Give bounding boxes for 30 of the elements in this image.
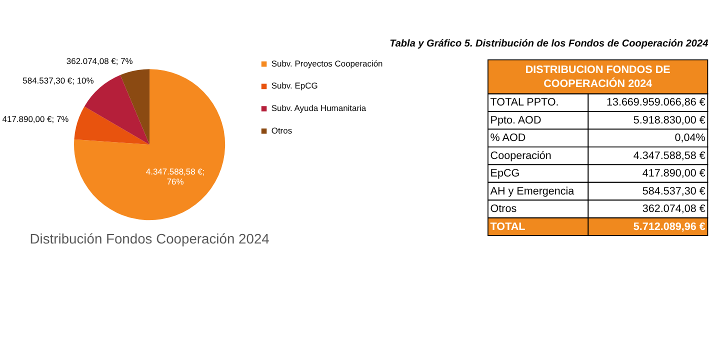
data-label: 4.347.588,58 €; 76%	[146, 166, 205, 187]
text: 417.890,00 €	[642, 168, 706, 180]
text: 5.712.089,96 €	[633, 220, 706, 233]
text: Tabla y Gráfico 5. Distribución de los Fondos de Cooperación 2024	[390, 38, 709, 50]
category-label: TOTAL	[490, 220, 526, 233]
category-label: Otros	[490, 203, 517, 216]
data-label: 417.890,00 €; 7%	[2, 114, 70, 124]
pie-slice	[74, 69, 226, 220]
data-label: 362.074,08 €; 7%	[66, 56, 134, 66]
text: Distribución Fondos Cooperación 2024	[30, 230, 270, 246]
category-label: Ppto. AOD	[490, 114, 542, 126]
pie-slice	[74, 106, 150, 145]
category-label: Cooperación	[490, 150, 552, 162]
text: DISTRIBUCION FONDOS DE COOPERACIÓN 2024	[525, 64, 670, 90]
data-label: 584.537,30 €; 10%	[22, 75, 94, 86]
category-label: TOTAL PPTO.	[490, 96, 559, 109]
category-label: AH y Emergencia	[490, 185, 574, 198]
legend-label: Subv. Ayuda Humanitaria	[271, 103, 366, 114]
category-label: EpCG	[490, 168, 520, 180]
text: 0,04%	[674, 132, 706, 144]
text: 584.537,30 €	[642, 185, 706, 198]
legend-label: Otros	[271, 125, 292, 136]
legend-label: Subv. Proyectos Cooperación	[271, 58, 384, 68]
text: 5.918.830,00 €	[633, 114, 706, 126]
text: 362.074,08 €	[642, 203, 706, 216]
legend-label: Subv. EpCG	[271, 80, 318, 91]
pie-slice	[120, 69, 150, 145]
text: 4.347.588,58 €	[633, 150, 706, 162]
text: 13.669.959.066,86 €	[606, 96, 706, 109]
category-label: % AOD	[490, 132, 526, 144]
